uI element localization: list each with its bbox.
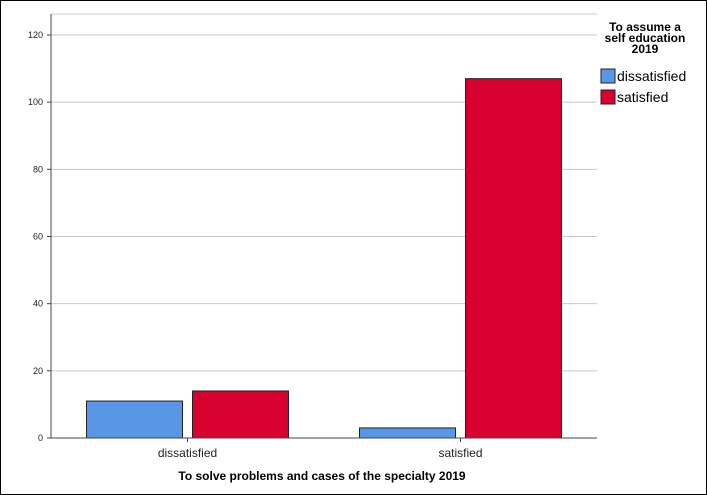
bar-satisfied-satisfied (465, 78, 562, 439)
bar-satisfied-dissatisfied (192, 390, 289, 439)
legend-swatch-satisfied (600, 89, 616, 105)
y-tick-label: 40 (33, 299, 43, 309)
x-axis: dissatisfied satisfied (51, 437, 597, 460)
legend-title-line: To assume a (609, 20, 681, 34)
bar-dissatisfied-dissatisfied (86, 400, 183, 439)
y-tick-label: 20 (33, 366, 43, 376)
y-tick-label: 80 (33, 164, 43, 174)
legend-title-line: self education (605, 31, 686, 45)
y-tick-label: 60 (33, 232, 43, 242)
legend-title-line: 2019 (632, 42, 659, 56)
bar-dissatisfied-satisfied (359, 427, 456, 439)
x-tick-label: dissatisfied (158, 446, 217, 460)
y-axis: 0 20 40 60 80 100 120 (28, 14, 52, 443)
x-tick-label: satisfied (438, 446, 482, 460)
gridlines (51, 13, 597, 372)
x-axis-title: To solve problems and cases of the speci… (178, 469, 466, 483)
y-tick-label: 100 (28, 97, 43, 107)
y-tick-label: 0 (38, 433, 43, 443)
legend-label: satisfied (617, 89, 668, 105)
y-tick-label: 120 (28, 30, 43, 40)
bars (86, 78, 562, 439)
legend-swatch-dissatisfied (600, 68, 616, 84)
legend-label: dissatisfied (617, 68, 686, 84)
